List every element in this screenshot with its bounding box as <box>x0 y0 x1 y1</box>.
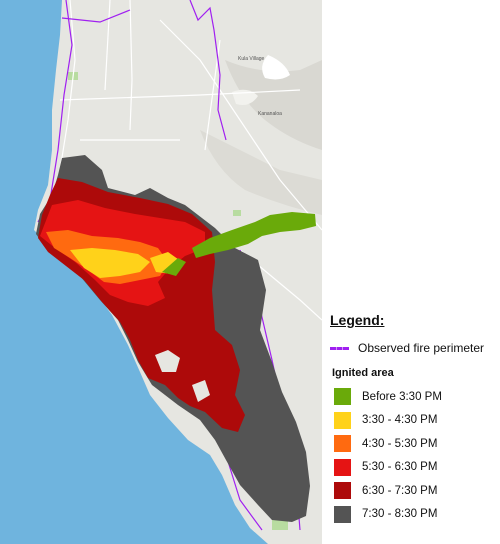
color-swatch <box>334 505 351 523</box>
legend-item-label: Before 3:30 PM <box>362 390 442 403</box>
unburned-pocket <box>192 380 210 402</box>
color-swatch <box>334 435 351 453</box>
unburned-pocket <box>155 350 180 372</box>
legend-item-label: 7:30 - 8:30 PM <box>362 508 438 521</box>
road-network <box>47 0 322 401</box>
dashed-line-icon <box>330 346 349 350</box>
legend-item-label: 6:30 - 7:30 PM <box>362 484 438 497</box>
legend-item: 3:30 - 4:30 PM <box>330 409 498 433</box>
legend-item-label: 5:30 - 6:30 PM <box>362 461 438 474</box>
ignited-areas <box>36 155 316 522</box>
color-swatch <box>334 458 351 476</box>
legend: Legend: Observed fire perimeter Ignited … <box>330 312 498 526</box>
color-swatch <box>334 388 351 406</box>
place-label: Kula Village <box>238 56 265 62</box>
legend-item-label: 3:30 - 4:30 PM <box>362 414 438 427</box>
legend-item-label: 4:30 - 5:30 PM <box>362 437 438 450</box>
place-label: Kananaloa <box>258 111 282 117</box>
ignited-area-0330-0430 <box>70 248 150 278</box>
color-swatch <box>334 411 351 429</box>
color-swatch <box>334 482 351 500</box>
legend-item: 7:30 - 8:30 PM <box>330 503 498 527</box>
legend-perimeter-label: Observed fire perimeter <box>358 341 485 355</box>
ignited-area-before-0330 <box>162 258 186 276</box>
fire-spread-map: Kula Village Kananaloa <box>0 0 322 544</box>
legend-item: Before 3:30 PM <box>330 385 498 409</box>
legend-ignited-title: Ignited area <box>332 367 394 379</box>
legend-title: Legend: <box>330 312 385 328</box>
legend-item: 6:30 - 7:30 PM <box>330 479 498 503</box>
legend-item: 5:30 - 6:30 PM <box>330 456 498 480</box>
map-frame: Kula Village Kananaloa <box>0 0 322 544</box>
ignited-area-before-0330 <box>192 212 316 258</box>
legend-perimeter-entry: Observed fire perimeter <box>330 337 498 359</box>
legend-item: 4:30 - 5:30 PM <box>330 432 498 456</box>
